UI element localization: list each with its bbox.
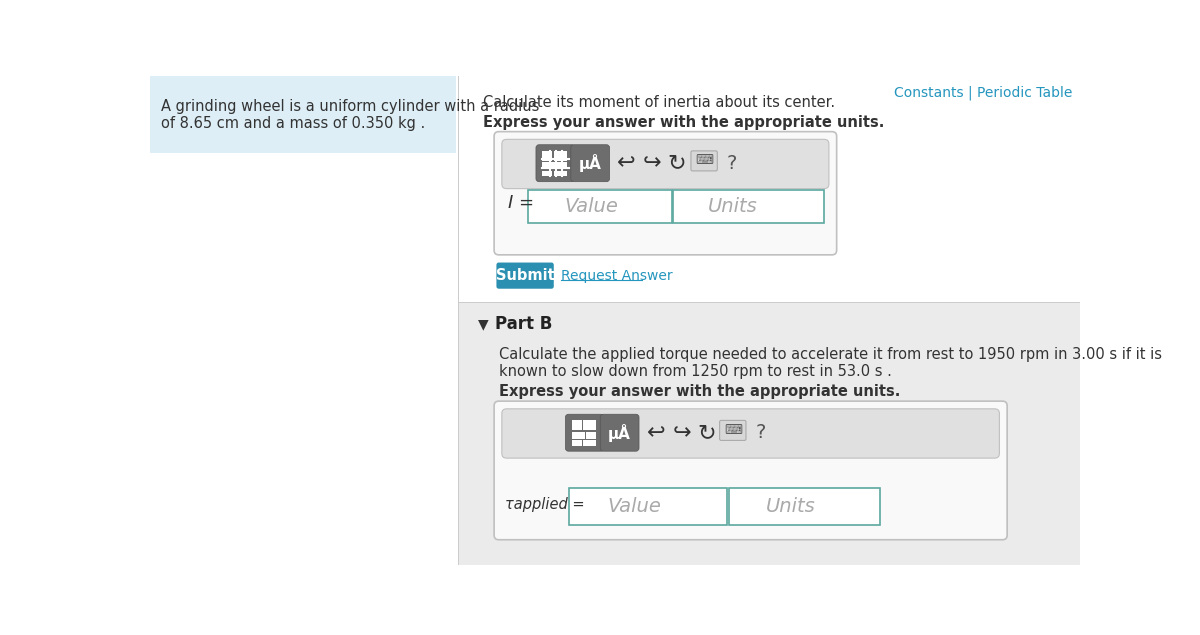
FancyBboxPatch shape (497, 262, 553, 289)
Bar (460, 76, 1080, 300)
Bar (542, 163, 556, 170)
Bar (457, 76, 460, 565)
Text: Calculate the applied torque needed to accelerate it from rest to 1950 rpm in 3.: Calculate the applied torque needed to a… (499, 347, 1162, 362)
Bar (583, 441, 596, 446)
FancyBboxPatch shape (565, 414, 604, 451)
Text: Constants | Periodic Table: Constants | Periodic Table (894, 86, 1073, 100)
Text: Units: Units (766, 497, 816, 516)
FancyBboxPatch shape (494, 131, 836, 255)
FancyBboxPatch shape (536, 145, 575, 182)
Bar (673, 190, 824, 222)
Text: ↪: ↪ (672, 423, 691, 443)
Bar (528, 190, 672, 222)
Text: Express your answer with the appropriate units.: Express your answer with the appropriate… (484, 115, 884, 130)
FancyBboxPatch shape (571, 145, 610, 182)
FancyBboxPatch shape (600, 414, 640, 451)
Bar (557, 163, 566, 170)
Text: Calculate its moment of inertia about its center.: Calculate its moment of inertia about it… (484, 95, 835, 110)
FancyBboxPatch shape (494, 401, 1007, 540)
Text: ↻: ↻ (697, 423, 715, 443)
Text: Submit: Submit (496, 268, 554, 283)
Bar (728, 488, 880, 525)
Text: of 8.65 cm and a mass of 0.350 kg .: of 8.65 cm and a mass of 0.350 kg . (161, 116, 425, 131)
Bar (553, 151, 566, 161)
Bar (571, 441, 582, 446)
Bar (542, 171, 552, 177)
FancyBboxPatch shape (502, 409, 1000, 458)
Bar (583, 420, 596, 431)
Text: known to slow down from 1250 rpm to rest in 53.0 s .: known to slow down from 1250 rpm to rest… (499, 364, 892, 379)
Bar (571, 432, 584, 439)
Text: μÅ: μÅ (608, 424, 631, 442)
FancyBboxPatch shape (720, 420, 746, 441)
Text: ?: ? (756, 423, 766, 442)
Bar (150, 76, 456, 153)
Text: τapplied =: τapplied = (505, 497, 584, 512)
Text: ↻: ↻ (667, 153, 686, 173)
Text: ↩: ↩ (647, 423, 665, 443)
Bar (587, 432, 596, 439)
Text: Value: Value (565, 197, 618, 216)
FancyBboxPatch shape (502, 139, 829, 189)
Text: Part B: Part B (494, 315, 552, 333)
Text: ↩: ↩ (617, 153, 636, 173)
Text: ⌨: ⌨ (695, 154, 713, 168)
Text: I =: I = (508, 194, 534, 212)
Text: ↪: ↪ (643, 153, 661, 173)
Bar (460, 304, 1080, 565)
Bar (553, 171, 566, 177)
Text: μÅ: μÅ (578, 154, 601, 172)
FancyBboxPatch shape (691, 151, 718, 171)
Text: Express your answer with the appropriate units.: Express your answer with the appropriate… (499, 384, 900, 399)
Bar (569, 488, 727, 525)
Bar (571, 420, 582, 431)
Text: Value: Value (607, 497, 661, 516)
Text: ⌨: ⌨ (724, 424, 742, 437)
Text: Units: Units (708, 197, 757, 216)
Text: ▼: ▼ (478, 317, 488, 331)
Text: A grinding wheel is a uniform cylinder with a radius: A grinding wheel is a uniform cylinder w… (161, 99, 539, 114)
Text: Request Answer: Request Answer (560, 269, 672, 283)
Bar (460, 302, 1080, 304)
Text: ?: ? (726, 154, 737, 173)
Bar (542, 151, 552, 161)
